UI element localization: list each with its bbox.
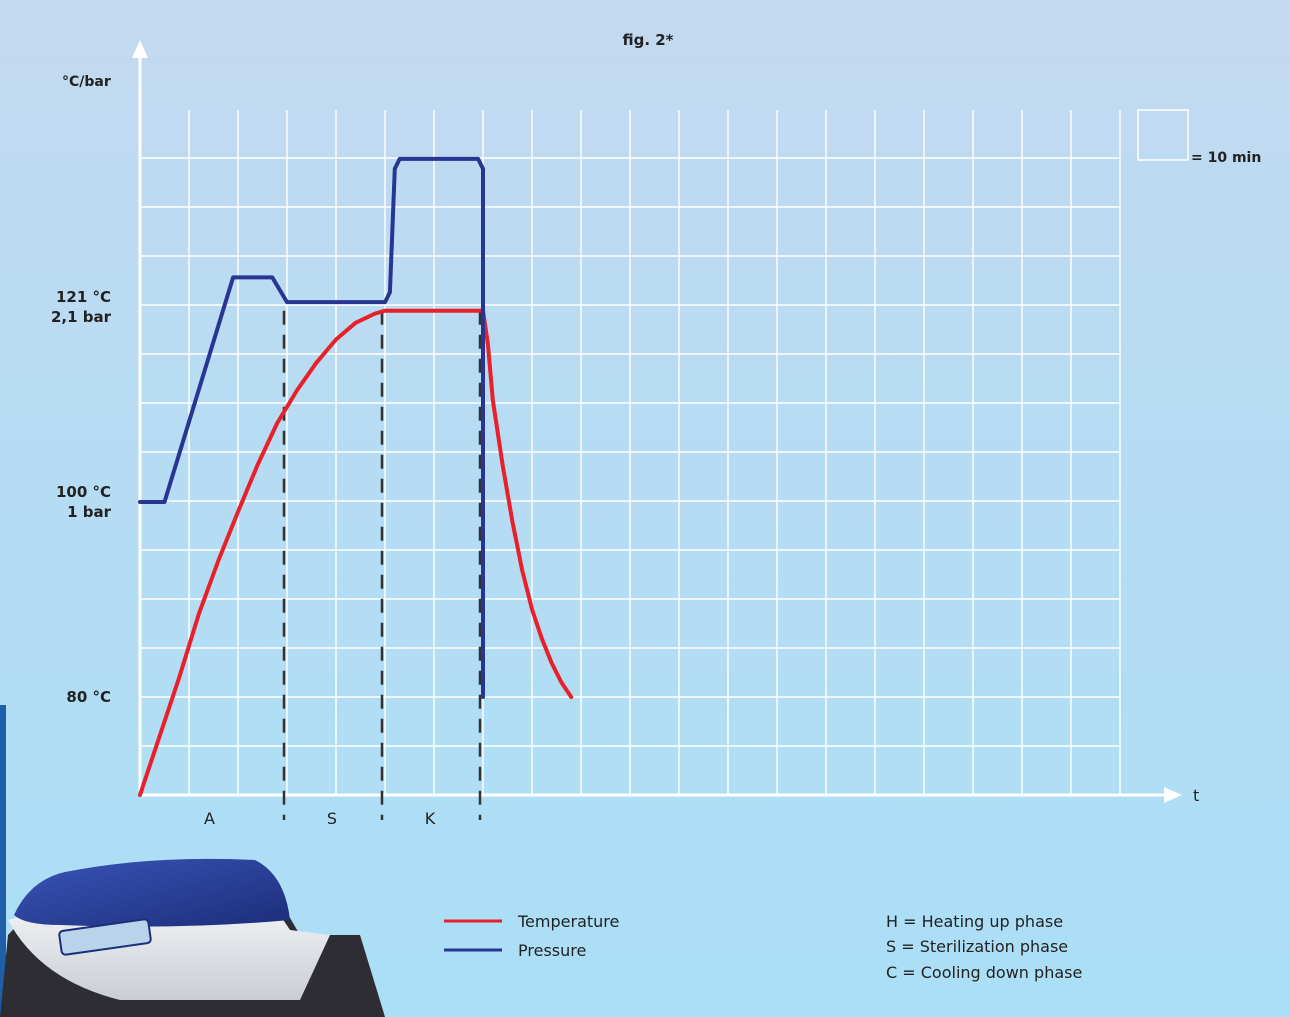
y-tick-label: 1 bar: [67, 503, 112, 521]
phase-label-s: S: [327, 809, 337, 828]
phase-label-k: K: [425, 809, 436, 828]
x-axis-arrow: [1164, 787, 1182, 803]
y-tick-label: 80 °C: [66, 688, 111, 706]
x-axis-label: t: [1193, 786, 1199, 805]
y-tick-labels: 121 °C 2,1 bar 100 °C 1 bar 80 °C: [51, 288, 112, 706]
autoclave-image: [0, 705, 385, 1017]
y-tick-label: 100 °C: [56, 483, 111, 501]
y-tick-label: 2,1 bar: [51, 308, 112, 326]
phase-legend-cooling: C = Cooling down phase: [886, 963, 1082, 982]
series-layer: [138, 156, 574, 797]
series-line-pressure: [138, 156, 485, 699]
scale-label: = 10 min: [1191, 150, 1261, 166]
y-tick-label: 121 °C: [56, 288, 111, 306]
phase-legend: H = Heating up phase S = Sterilization p…: [886, 912, 1082, 982]
phase-label-a: A: [204, 809, 215, 828]
y-axis-arrow: [132, 40, 148, 58]
y-axis-label: °C/bar: [62, 74, 111, 90]
phase-legend-heating: H = Heating up phase: [886, 912, 1063, 931]
chart-grid: [139, 110, 1121, 796]
scale-box: [1137, 109, 1189, 161]
phase-legend-sterilization: S = Sterilization phase: [886, 937, 1068, 956]
series-line-temperature: [138, 308, 574, 797]
chart-title: fig. 2*: [622, 31, 673, 49]
legend: Temperature Pressure: [444, 912, 619, 960]
legend-pressure-label: Pressure: [518, 941, 586, 960]
legend-temperature-label: Temperature: [517, 912, 619, 931]
